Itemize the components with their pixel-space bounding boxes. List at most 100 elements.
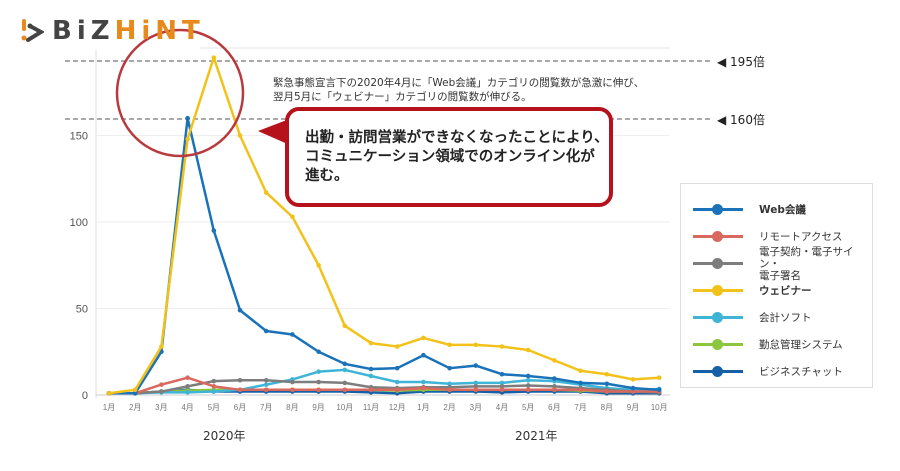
x-tick-label: 6月 [548,403,560,412]
data-point [447,342,452,348]
legend-swatch [693,258,743,269]
legend-item: 勤怠管理システム [693,331,872,358]
data-point [342,387,348,393]
logo-text-biz: BiZ [52,16,115,46]
data-point [578,380,583,386]
series-line [109,116,660,395]
bizhint-logo: BiZHiNT [20,16,205,46]
data-point [421,352,426,358]
data-point [368,373,374,379]
data-point [552,376,557,381]
data-point [185,375,190,381]
data-point [263,382,269,387]
data-point [263,190,269,195]
data-point [656,375,662,381]
data-point [211,389,217,394]
data-point [159,389,164,394]
legend-swatch [693,231,743,242]
data-point [106,390,112,396]
x-tick-label: 2月 [443,403,455,412]
series-3 [106,55,662,396]
data-point [499,387,505,393]
x-tick-label: 5月 [208,403,220,412]
data-point [342,367,348,373]
data-point [473,387,479,393]
legend-item: 電子契約・電子サイン・ 電子署名 [693,246,872,282]
data-point [578,368,583,374]
legend-swatch [693,366,743,377]
data-point [604,381,610,387]
data-point [237,307,243,313]
legend-item: ビジネスチャット [693,358,872,385]
data-point [211,228,217,233]
x-tick-label: 3月 [155,403,167,412]
callout-box: 出勤・訪問営業ができなくなったことにより、 コミュニケーション領域でのオンライン… [285,107,613,207]
data-point [316,387,321,393]
data-point [447,381,452,387]
data-point [368,366,374,372]
data-point [290,379,295,385]
data-point [473,363,479,368]
data-point [185,115,190,121]
series-0 [106,115,662,396]
series-line [109,376,660,395]
data-point [342,380,348,386]
data-point [342,323,348,329]
legend-label: ビジネスチャット [759,365,843,378]
data-point [211,378,217,384]
data-point [290,332,295,337]
data-point [290,387,295,393]
data-point [237,133,243,138]
data-point [368,387,374,393]
x-tick-label: 9月 [627,403,639,412]
data-point [525,387,531,393]
data-point [447,387,452,393]
data-point [630,385,636,391]
data-point [211,384,217,389]
x-tick-label: 10月 [336,403,353,412]
data-point [630,389,636,394]
data-point [159,344,164,349]
x-tick-label: 10月 [651,403,668,412]
data-point [604,389,610,394]
data-point [552,387,557,393]
x-tick-label: 1月 [417,403,429,412]
data-point [447,365,452,371]
series-line [109,368,660,395]
year-label-2021: 2021年 [515,429,558,443]
x-tick-label: 11月 [363,403,379,412]
data-point [499,384,505,389]
data-point [656,387,662,393]
x-tick-label: 8月 [286,403,298,412]
data-point [630,377,636,382]
annotation-note: 緊急事態宣言下の2020年4月に「Web会議」カテゴリの閲覧数が急激に伸び、 翌… [273,77,645,103]
data-point [316,262,321,268]
data-point [132,387,138,393]
data-point [237,377,243,383]
data-point [185,136,190,142]
logo-text-hint: HiNT [114,16,205,46]
legend-label: ウェビナー [759,284,812,297]
data-point [394,379,400,385]
callout-pointer [258,118,292,146]
data-point [421,335,426,341]
data-point [525,377,531,383]
legend-item: リモートアクセス [693,223,872,250]
data-point [394,365,400,371]
data-point [263,387,269,393]
legend-label: 勤怠管理システム [759,338,843,351]
data-point [211,55,217,60]
data-point [499,344,505,349]
x-tick-label: 8月 [601,403,613,412]
data-point [421,379,426,385]
legend-label: 会計ソフト [759,311,812,324]
data-point [473,384,479,389]
legend-swatch [693,339,743,350]
x-tick-label: 5月 [522,403,534,412]
data-point [473,380,479,386]
data-point [290,214,295,220]
x-tick-label: 1月 [103,403,115,412]
series-line [108,56,660,395]
legend-label: Web会議 [759,203,806,216]
